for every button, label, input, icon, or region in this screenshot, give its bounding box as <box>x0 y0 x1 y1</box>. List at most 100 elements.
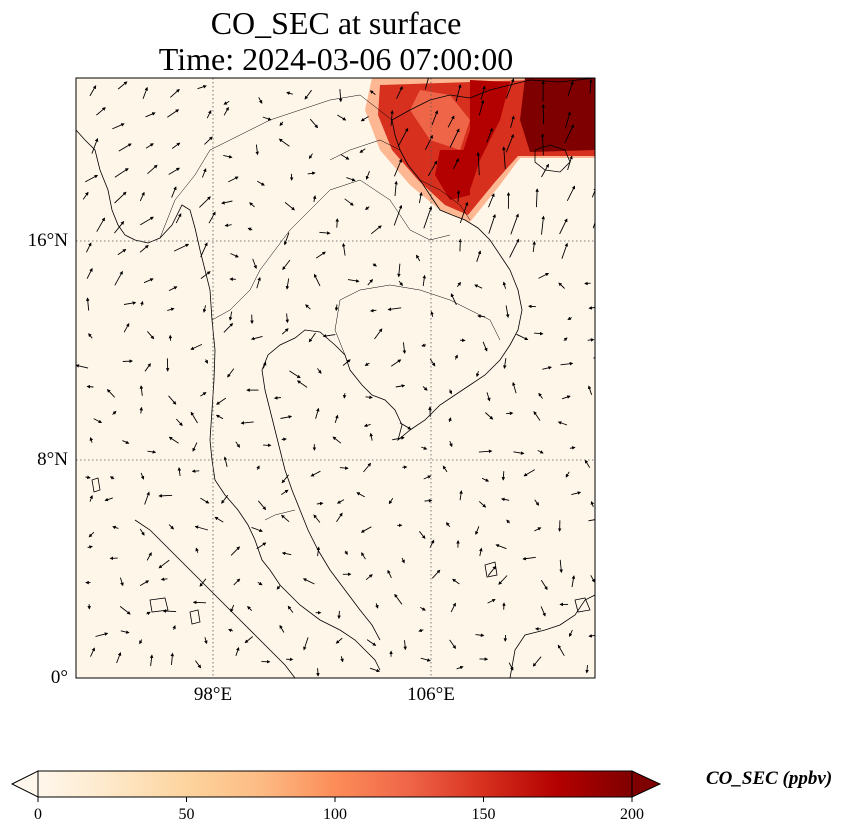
wind-arrow <box>195 660 202 669</box>
wind-arrow <box>168 286 178 292</box>
wind-arrow <box>173 243 190 252</box>
wind-arrow <box>360 526 372 533</box>
wind-arrow <box>167 109 180 118</box>
lon-label-106e: 106°E <box>407 684 455 705</box>
wind-arrow <box>448 389 453 395</box>
wind-arrow <box>204 359 208 364</box>
wind-arrow <box>204 637 208 645</box>
wind-arrow <box>456 190 461 203</box>
wind-arrow <box>175 213 182 224</box>
wind-arrow <box>589 78 593 94</box>
wind-arrow <box>139 580 150 586</box>
wind-arrow <box>356 492 365 498</box>
wind-arrow <box>117 248 127 256</box>
wind-arrow <box>597 103 602 126</box>
wind-arrow <box>171 186 177 198</box>
wind-arrow <box>112 123 125 130</box>
wind-arrow <box>336 512 343 523</box>
wind-arrow <box>505 133 514 153</box>
wind-arrow <box>390 359 402 367</box>
wind-arrow <box>475 633 485 637</box>
wind-arrow <box>223 106 229 116</box>
wind-arrow <box>538 272 550 279</box>
wind-arrow <box>89 494 93 502</box>
wind-arrow <box>557 644 565 657</box>
wind-arrow <box>363 423 371 428</box>
wind-arrow <box>304 89 312 100</box>
wind-arrow <box>508 662 514 671</box>
wind-arrow <box>317 368 322 374</box>
wind-arrow <box>250 335 263 341</box>
wind-arrow <box>286 91 293 95</box>
wind-arrow <box>228 311 233 321</box>
wind-arrow <box>87 545 93 549</box>
wind-arrow <box>202 305 207 313</box>
wind-arrow <box>316 501 324 506</box>
wind-arrow <box>256 465 260 470</box>
wind-arrow <box>289 370 301 379</box>
wind-arrow <box>571 575 576 588</box>
wind-arrow <box>374 328 383 340</box>
wind-arrow <box>309 118 319 129</box>
wind-arrow <box>278 138 290 147</box>
wind-arrow <box>475 526 480 536</box>
wind-arrow <box>370 225 382 235</box>
wind-arrow <box>450 602 456 613</box>
wind-arrow <box>336 499 345 504</box>
wind-arrow <box>140 216 154 226</box>
wind-arrow <box>281 328 289 335</box>
wind-arrow <box>512 381 517 394</box>
wind-arrow <box>146 552 152 561</box>
wind-arrow <box>139 639 143 645</box>
wind-arrow <box>534 527 542 532</box>
wind-arrow <box>91 137 99 154</box>
wind-arrow <box>429 358 436 367</box>
wind-arrow <box>279 624 285 633</box>
wind-arrow <box>506 411 514 416</box>
wind-arrow <box>365 395 373 400</box>
wind-arrow <box>594 154 595 156</box>
wind-arrow <box>84 174 99 183</box>
wind-arrow <box>89 85 97 97</box>
wind-arrow <box>247 605 253 612</box>
wind-arrow <box>501 471 506 481</box>
colorbar <box>10 770 662 802</box>
wind-arrow <box>361 552 366 560</box>
wind-arrow <box>332 436 342 444</box>
wind-arrow <box>452 158 459 170</box>
colorbar-tick-200: 200 <box>620 806 644 823</box>
wind-arrow <box>365 574 373 581</box>
wind-arrow <box>230 253 239 258</box>
wind-arrow <box>422 274 427 287</box>
wind-arrow <box>201 168 207 178</box>
colorbar-tick-100: 100 <box>323 806 347 823</box>
wind-arrow <box>119 577 124 587</box>
wind-arrow <box>559 218 568 235</box>
wind-arrow <box>394 180 398 197</box>
wind-arrow <box>563 337 568 342</box>
wind-arrow <box>170 652 175 665</box>
wind-arrow <box>144 491 150 505</box>
wind-arrow <box>171 142 181 149</box>
wind-arrow <box>316 546 321 557</box>
wind-arrow <box>312 195 317 202</box>
wind-arrow <box>557 421 568 426</box>
wind-arrow <box>337 610 341 620</box>
wind-arrow <box>93 418 103 424</box>
wind-arrow <box>249 202 255 208</box>
wind-arrow <box>216 397 227 405</box>
wind-arrow <box>167 307 175 312</box>
wind-arrow <box>370 308 377 313</box>
wind-arrow <box>177 467 182 476</box>
wind-arrow <box>456 665 464 670</box>
wind-arrow <box>365 171 370 180</box>
wind-arrow <box>122 359 133 363</box>
wind-arrow <box>599 439 604 450</box>
wind-arrow <box>143 278 154 284</box>
wind-arrow <box>149 654 154 667</box>
wind-arrow <box>139 385 144 396</box>
wind-arrow <box>283 232 290 246</box>
wind-arrow <box>523 469 536 477</box>
wind-arrow <box>392 436 405 441</box>
wind-arrow <box>284 202 296 211</box>
